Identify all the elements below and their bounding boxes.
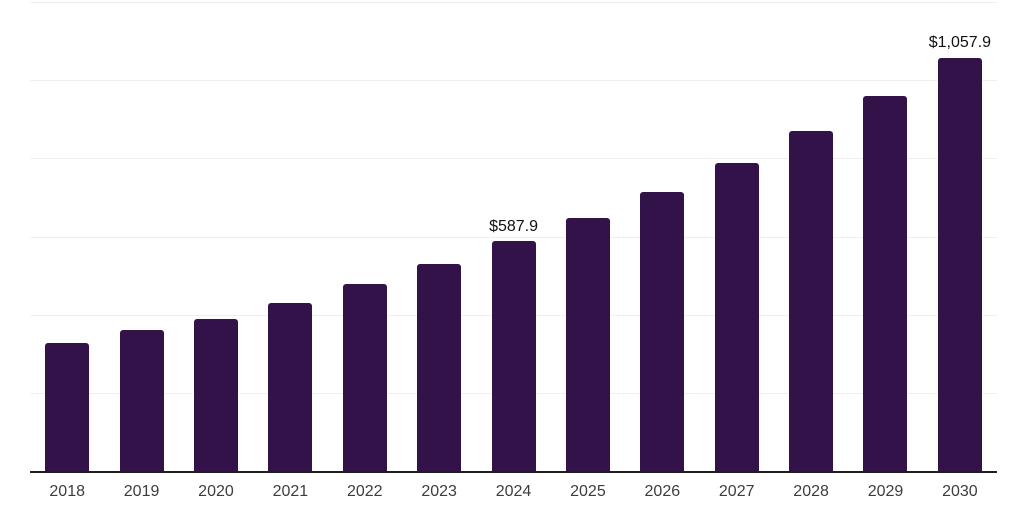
bar-2026 [640, 191, 685, 471]
data-label-2030: $1,057.9 [928, 34, 992, 52]
bar-2024 [491, 241, 536, 471]
x-tick-2026: 2026 [644, 483, 681, 500]
bar-column-2021 [253, 2, 327, 471]
bar-2030 [937, 57, 982, 471]
bar-2025 [565, 217, 610, 471]
bars-container: $587.9 $1,057.9 [30, 2, 997, 471]
bar-column-2020 [179, 2, 253, 471]
gridline-1000 [30, 80, 997, 82]
bar-column-2023 [402, 2, 476, 471]
x-tick-2028: 2028 [793, 483, 829, 500]
x-tick-2018: 2018 [49, 483, 85, 500]
gridline-600 [30, 236, 997, 238]
x-axis-tick-labels: 2018 2019 2020 2021 2022 2023 2024 2025 2026 2027… [30, 483, 997, 501]
bar-column-2019 [104, 2, 178, 471]
data-label-2024: $587.9 [489, 217, 538, 235]
x-axis-line [30, 471, 997, 473]
bar-column-2022 [328, 2, 402, 471]
bar-2029 [863, 96, 908, 471]
bar-2020 [193, 319, 238, 471]
bar-column-2018 [30, 2, 104, 471]
x-tick-2029: 2029 [867, 483, 904, 500]
gridline-800 [30, 158, 997, 160]
bar-column-2025 [551, 2, 625, 471]
x-tick-2027: 2027 [718, 483, 755, 500]
bar-column-2029 [848, 2, 922, 471]
x-tick-2025: 2025 [570, 483, 606, 500]
bar-2022 [342, 283, 387, 471]
x-tick-2024: 2024 [495, 483, 532, 500]
bar-2021 [268, 302, 313, 471]
bar-column-2027 [700, 2, 774, 471]
bar-column-2024: $587.9 [476, 2, 550, 471]
x-tick-2022: 2022 [346, 483, 383, 500]
gridline-1200 [30, 2, 997, 3]
x-tick-2023: 2023 [421, 483, 457, 500]
bar-2019 [119, 330, 164, 471]
x-tick-2021: 2021 [272, 483, 309, 500]
bar-2018 [45, 342, 90, 471]
bar-column-2028 [774, 2, 848, 471]
x-tick-2019: 2019 [123, 483, 160, 500]
plot-area: $587.9 $1,057.9 [30, 2, 997, 473]
bar-2027 [714, 162, 759, 471]
x-tick-2030: 2030 [942, 483, 978, 500]
bar-2028 [789, 131, 834, 471]
bar-column-2026 [625, 2, 699, 471]
bar-2023 [417, 264, 462, 471]
x-tick-2020: 2020 [198, 483, 234, 500]
bar-column-2030: $1,057.9 [923, 2, 997, 471]
